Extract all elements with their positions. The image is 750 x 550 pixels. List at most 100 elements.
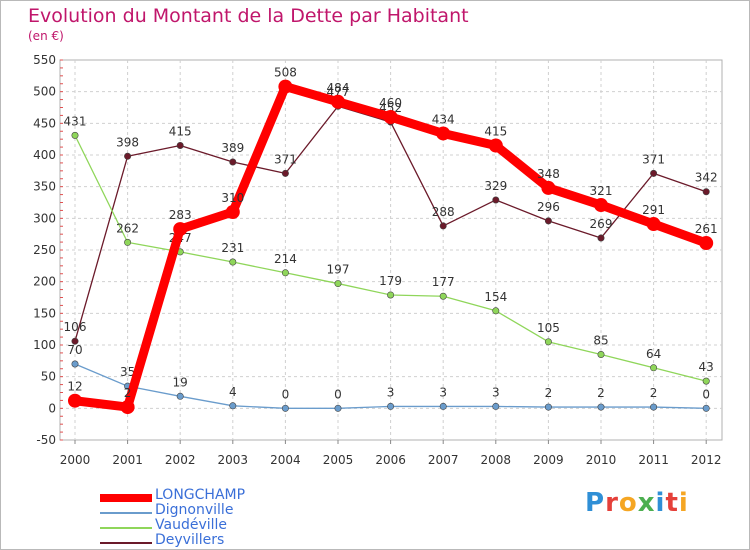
data-label: 508 [274, 66, 297, 80]
data-point [281, 269, 289, 277]
data-point [597, 234, 605, 242]
legend-label: Deyvillers [155, 532, 225, 548]
logo-letter: r [605, 488, 619, 518]
data-label: 4 [229, 385, 237, 399]
data-point [597, 403, 605, 411]
data-label: 296 [537, 200, 560, 214]
data-point [278, 79, 293, 94]
data-point [120, 400, 135, 415]
data-label: 2 [545, 386, 553, 400]
data-label: 431 [64, 114, 87, 128]
legend-label: LONGCHAMP [155, 487, 246, 503]
y-tick-label: 350 [33, 180, 56, 194]
data-label: 3 [439, 385, 447, 399]
y-tick-label: 300 [33, 211, 56, 225]
data-label: 0 [702, 387, 710, 401]
data-label: 3 [387, 385, 395, 399]
data-point [229, 402, 237, 410]
data-point [436, 126, 451, 141]
data-label: 179 [379, 274, 402, 288]
y-tick-label: 500 [33, 85, 56, 99]
data-point [702, 188, 710, 196]
data-point [650, 169, 658, 177]
data-point [173, 222, 188, 237]
data-label: 310 [221, 191, 244, 205]
legend-label: Dignonville [155, 502, 234, 518]
y-tick-label: 200 [33, 275, 56, 289]
data-point [439, 222, 447, 230]
data-point [176, 142, 184, 150]
data-label: 389 [221, 141, 244, 155]
data-label: 371 [642, 152, 665, 166]
data-label: 0 [282, 387, 290, 401]
data-label: 398 [116, 135, 139, 149]
x-tick-label: 2011 [638, 453, 669, 467]
data-point [176, 392, 184, 400]
y-tick-label: 250 [33, 243, 56, 257]
data-point [492, 402, 500, 410]
data-label: 321 [590, 184, 613, 198]
x-tick-label: 2000 [60, 453, 91, 467]
logo-letter: i [655, 488, 666, 518]
x-tick-label: 2010 [586, 453, 617, 467]
x-tick-label: 2007 [428, 453, 459, 467]
y-tick-label: 50 [41, 370, 56, 384]
x-tick-label: 2001 [112, 453, 143, 467]
proxiti-logo: Proxiti [585, 488, 689, 518]
data-label: 348 [537, 167, 560, 181]
data-point [124, 238, 132, 246]
data-point [594, 198, 608, 213]
data-point [597, 350, 605, 358]
data-label: 3 [492, 385, 500, 399]
data-point [281, 169, 289, 177]
data-label: 288 [432, 205, 455, 219]
data-point [488, 138, 503, 153]
data-label: 329 [484, 179, 507, 193]
data-point [124, 152, 132, 160]
data-label: 2 [124, 386, 132, 400]
data-point [439, 402, 447, 410]
y-tick-label: 550 [33, 53, 56, 67]
data-point [544, 403, 552, 411]
y-tick-label: 100 [33, 338, 56, 352]
data-label: 43 [699, 360, 714, 374]
data-point [492, 307, 500, 315]
data-point [646, 217, 661, 232]
data-label: 231 [221, 241, 244, 255]
data-point [334, 280, 342, 288]
y-tick-label: 150 [33, 306, 56, 320]
data-point [702, 404, 710, 412]
y-tick-label: -50 [36, 433, 56, 447]
data-label: 0 [334, 387, 342, 401]
x-tick-label: 2006 [375, 453, 406, 467]
data-point [229, 158, 237, 166]
data-label: 2 [597, 386, 605, 400]
data-point [71, 131, 79, 139]
logo-letter: i [678, 488, 689, 518]
data-point [229, 258, 237, 266]
data-label: 415 [484, 125, 507, 139]
data-point [541, 180, 556, 195]
data-point [71, 360, 79, 368]
x-tick-label: 2005 [323, 453, 354, 467]
data-label: 2 [650, 386, 658, 400]
data-label: 371 [274, 152, 297, 166]
data-point [68, 393, 82, 408]
x-tick-label: 2003 [218, 453, 249, 467]
legend-label: Vaudéville [155, 517, 228, 533]
x-tick-label: 2012 [691, 453, 722, 467]
data-point [383, 110, 398, 124]
data-label: 197 [327, 263, 350, 277]
y-tick-label: 400 [33, 148, 56, 162]
data-label: 19 [173, 375, 188, 389]
logo-letter: t [665, 488, 679, 518]
x-tick-label: 2004 [270, 453, 301, 467]
data-label: 70 [67, 343, 82, 357]
data-point [281, 404, 289, 412]
data-point [225, 205, 240, 219]
chart-subtitle: (en €) [28, 29, 64, 43]
data-label: 262 [116, 221, 139, 235]
